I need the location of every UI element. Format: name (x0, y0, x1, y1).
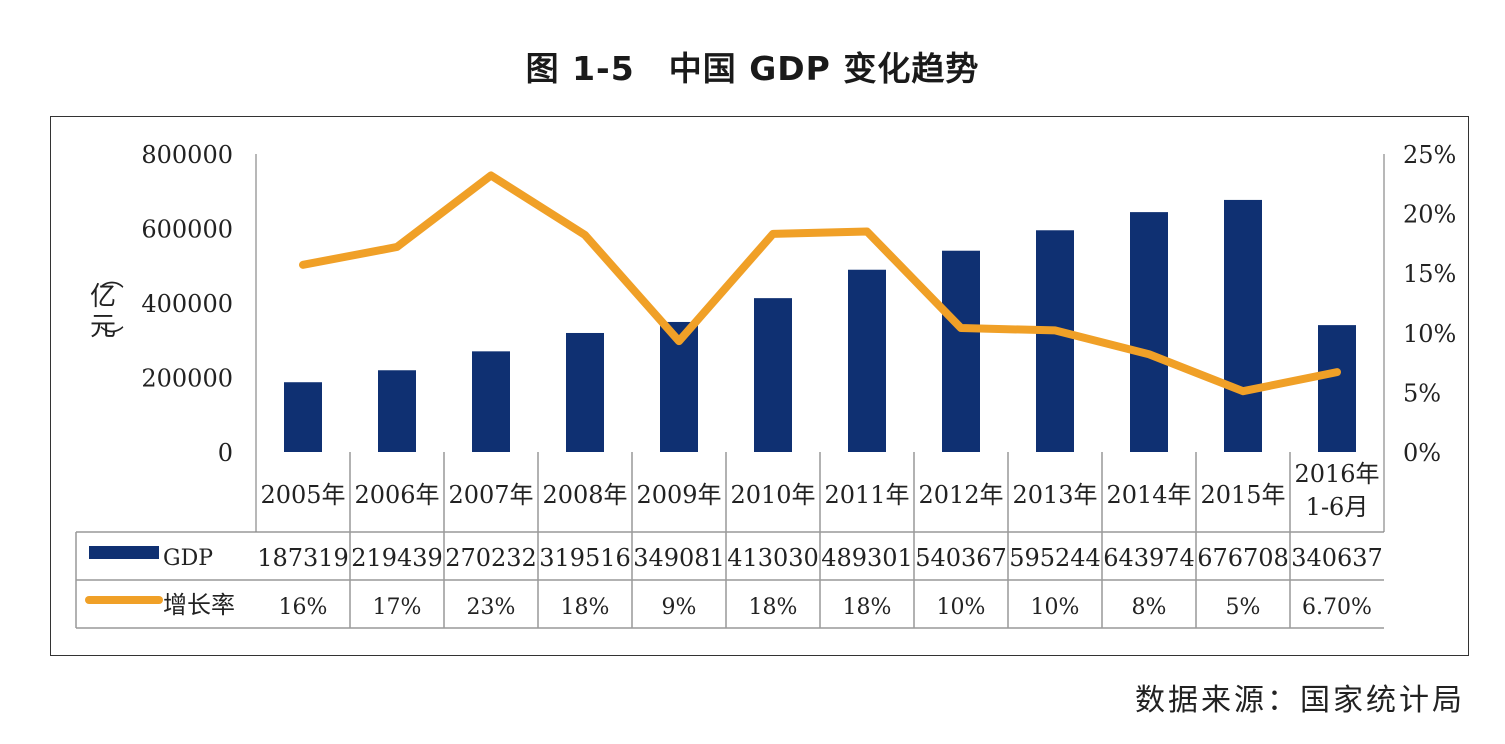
bar-gdp (754, 298, 792, 452)
table-grid (75, 452, 1384, 629)
data-label-gdp: 540367 (915, 544, 1007, 572)
legend-swatch-gdp (89, 546, 159, 559)
bar-gdp (472, 351, 510, 452)
x-tick-label: 2008年 (542, 481, 627, 509)
y-tick-label: 600000 (141, 216, 233, 244)
data-label-growth: 18% (843, 595, 892, 620)
bar-gdp (942, 250, 980, 452)
data-label-growth: 16% (279, 595, 328, 620)
data-label-growth: 9% (662, 595, 697, 620)
x-tick-label: 2012年 (918, 481, 1003, 509)
data-label-gdp: 187319 (257, 544, 349, 572)
y-tick-label: 800000 (141, 141, 233, 169)
x-tick-label: 2014年 (1106, 481, 1191, 509)
bar-gdp (566, 332, 604, 452)
data-label-growth: 6.70% (1302, 595, 1372, 620)
bar-gdp (1224, 199, 1262, 452)
data-label-growth: 17% (373, 595, 422, 620)
data-label-gdp: 319516 (539, 544, 631, 572)
chart-title: 图 1-5 中国 GDP 变化趋势 (525, 49, 980, 88)
x-tick-label: 2005年 (260, 481, 345, 509)
bar-gdp (1318, 325, 1356, 452)
data-table: 2005年 2006年 2007年 2008年 2009年 2010年 2011年 2012年… (85, 460, 1383, 620)
y-axis-paren-close: ） (97, 325, 125, 349)
x-tick-label: 2011年 (824, 481, 909, 509)
y2-tick-label: 0% (1403, 439, 1441, 467)
tick-labels: 0 200000 400000 600000 800000 0% 5% 10% 15% 20% 25… (90, 141, 1456, 467)
y2-tick-label: 10% (1403, 320, 1456, 348)
bar-gdp (378, 370, 416, 452)
x-tick-label: 1-6月 (1306, 493, 1369, 521)
data-label-growth: 10% (937, 595, 986, 620)
y-axis-label-char: 亿 (90, 282, 116, 312)
data-label-growth: 8% (1132, 595, 1167, 620)
x-tick-label: 2006年 (354, 481, 439, 509)
axes (255, 154, 1385, 532)
x-tick-label: 2007年 (448, 481, 533, 509)
y-axis-paren-open: （ (97, 265, 125, 289)
data-label-growth: 5% (1226, 595, 1261, 620)
data-label-gdp: 489301 (821, 544, 913, 572)
y-tick-label: 400000 (141, 290, 233, 318)
source-note: 数据来源：国家统计局 (1135, 683, 1465, 718)
y2-tick-label: 25% (1403, 141, 1456, 169)
y2-tick-label: 5% (1403, 379, 1441, 407)
data-label-gdp: 270232 (445, 544, 537, 572)
data-label-gdp: 676708 (1197, 544, 1289, 572)
data-label-gdp: 413030 (727, 544, 819, 572)
y-axis-label-char: 元 (90, 312, 116, 342)
line-growth-rate (299, 171, 1341, 396)
data-label-gdp: 643974 (1103, 544, 1195, 572)
data-label-gdp: 340637 (1291, 544, 1383, 572)
data-label-growth: 10% (1031, 595, 1080, 620)
data-label-gdp: 595244 (1009, 544, 1101, 572)
x-tick-label: 2009年 (636, 481, 721, 509)
data-label-gdp: 349081 (633, 544, 725, 572)
data-label-gdp: 219439 (351, 544, 443, 572)
legend-label-gdp: GDP (163, 546, 213, 571)
y-tick-label: 200000 (141, 365, 233, 393)
data-label-growth: 23% (467, 595, 516, 620)
data-label-growth: 18% (749, 595, 798, 620)
bar-gdp (1036, 230, 1074, 452)
x-tick-label: 2010年 (730, 481, 815, 509)
y2-tick-label: 20% (1403, 201, 1456, 229)
x-tick-label: 2013年 (1012, 481, 1097, 509)
y-tick-label: 0 (218, 439, 233, 467)
legend-label-growth: 增长率 (163, 591, 235, 619)
bar-gdp (284, 382, 322, 452)
chart-svg: 0 200000 400000 600000 800000 0% 5% 10% 15% 20% 25… (75, 141, 1456, 629)
bar-series (284, 199, 1356, 452)
bar-gdp (1130, 212, 1168, 452)
y2-tick-label: 15% (1403, 260, 1456, 288)
x-tick-label: 2016年 (1294, 460, 1379, 488)
x-tick-label: 2015年 (1200, 481, 1285, 509)
bar-gdp (848, 269, 886, 452)
data-label-growth: 18% (561, 595, 610, 620)
line-series (299, 171, 1341, 396)
chart-frame: 0 200000 400000 600000 800000 0% 5% 10% 15% 20% 25… (50, 116, 1469, 656)
